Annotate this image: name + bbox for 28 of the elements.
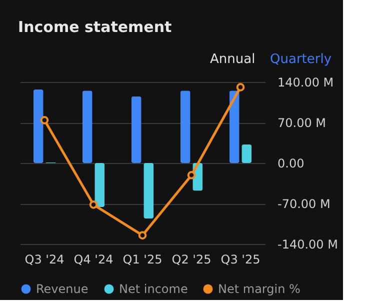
- point: [187, 170, 196, 180]
- bar: [82, 90, 92, 163]
- y-tick-label: -70.00 M: [278, 197, 330, 211]
- y-tick-label: 70.00 M: [278, 116, 326, 130]
- point: [236, 83, 245, 92]
- point: [138, 231, 147, 240]
- y-tick-label: -140.00 M: [278, 238, 338, 252]
- point: [40, 116, 49, 124]
- x-tick-label: Q1 '25: [122, 252, 162, 266]
- x-tick-label: Q2 '25: [172, 252, 212, 266]
- point: [89, 200, 98, 209]
- bar: [180, 90, 190, 163]
- legend-label: Net income: [119, 282, 188, 296]
- chart-title: Income statement: [18, 18, 172, 36]
- legend-label: Net margin %: [218, 282, 300, 296]
- text: Annual: [210, 52, 256, 67]
- x-tick-label: Q3 '25: [220, 252, 260, 266]
- text: Quarterly: [270, 52, 332, 67]
- x-tick-label: Q3 '24: [24, 252, 64, 266]
- bar: [144, 163, 154, 219]
- bar: [33, 90, 44, 163]
- y-tick-label: 0.00: [278, 156, 304, 170]
- y-tick-label: 140.00 M: [278, 76, 334, 90]
- bar: [94, 163, 105, 207]
- legend-label: Revenue: [36, 282, 88, 296]
- x-tick-label: Q4 '24: [74, 252, 114, 266]
- bar: [131, 96, 142, 163]
- bar: [242, 144, 252, 163]
